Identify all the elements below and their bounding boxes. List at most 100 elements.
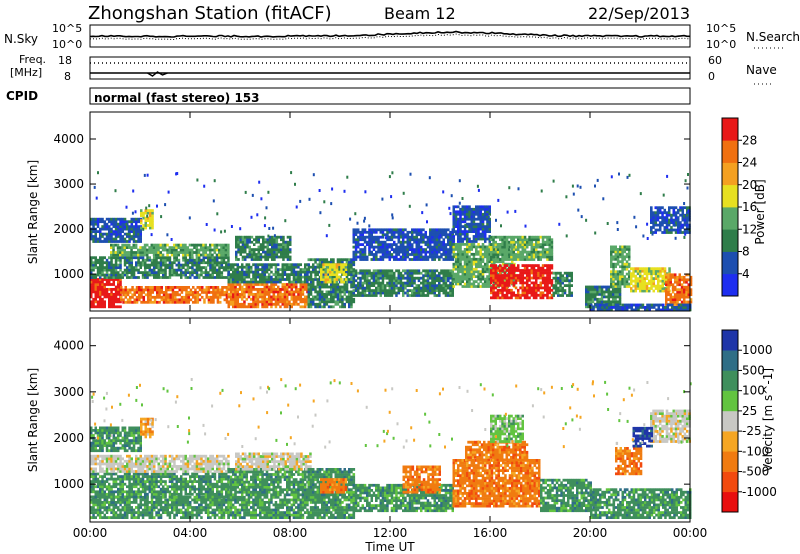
power-cell [257,298,260,301]
power-cell [295,286,298,289]
power-cell [418,277,421,280]
power-cell [425,289,428,292]
power-cell [122,218,125,221]
power-cell [237,246,240,249]
power-cell [344,303,347,306]
power-cell [471,208,474,211]
power-cell [264,305,267,308]
power-cell [280,253,283,256]
power-cell [475,223,478,226]
power-cell [261,305,264,308]
power-cell [524,258,527,261]
power-cell [343,273,346,276]
power-cell [368,241,371,244]
power-cell [117,283,120,286]
power-cell [97,259,100,262]
power-cell [443,277,446,280]
power-cell [180,264,183,267]
power-cell [335,283,338,286]
power-cell [380,241,383,244]
power-cell [411,248,414,251]
power-cell [564,272,567,275]
power-cell [158,296,161,299]
power-cell [295,276,298,279]
power-cell [639,267,642,270]
power-cell [235,251,238,254]
power-cell [480,246,483,249]
power-cell [429,282,432,285]
power-cell [517,277,520,280]
power-cell [308,276,311,279]
power-cell [255,288,258,291]
power-cell [619,285,622,288]
power-cell [135,225,138,228]
power-cell [499,282,502,285]
power-cell [422,248,425,251]
power-cell [185,264,188,267]
power-cell [122,225,125,228]
power-cell [377,241,380,244]
power-cell [97,288,100,291]
power-cell [334,266,337,269]
power-cell [115,291,118,294]
power-cell [271,251,274,254]
power-cell [475,280,478,283]
power-cell [457,213,460,216]
power-cell [284,263,287,266]
power-cell [133,238,136,241]
power-cell [504,264,507,267]
power-cell [140,212,143,215]
power-cell [246,256,249,259]
power-cell [97,271,100,274]
power-cell [340,281,343,284]
power-cell [484,233,487,236]
power-cell [149,222,152,225]
power-cell [119,264,122,267]
power-cell [133,230,136,233]
power-cell [393,287,396,290]
power-cell [497,284,500,287]
power-cell [495,269,498,272]
power-cell [486,260,489,263]
power-cell [466,233,469,236]
power-cell [92,281,95,284]
power-cell [194,298,197,301]
power-cell [178,244,181,247]
power-cell [131,296,134,299]
power-cell [501,279,504,282]
power-cell [239,278,242,281]
power-cell [151,217,154,220]
power-cell [626,278,629,281]
power-cell [255,268,258,271]
power-cell [119,223,122,226]
power-cell [322,278,325,281]
power-cell [257,263,260,266]
power-cell [314,288,317,291]
power-cell [540,277,543,280]
power-cell [133,271,136,274]
power-cell [92,238,95,241]
power-cell [300,268,303,271]
power-cell [95,223,98,226]
power-cell [341,305,344,308]
power-cell [522,258,525,261]
power-cell [395,251,398,254]
power-cell [268,266,271,269]
power-cell [171,246,174,249]
power-cell [475,230,478,233]
power-cell [466,263,469,266]
power-cell [626,268,629,271]
power-cell [160,256,163,259]
power-cell [264,263,267,266]
power-cell [302,293,305,296]
power-cell [395,294,398,297]
power-cell [146,254,149,257]
power-cell [170,286,173,289]
power-cell [282,283,285,286]
power-cell [464,273,467,276]
power-cell [278,243,281,246]
power-cell [187,271,190,274]
power-cell [310,300,313,303]
power-cell [533,238,536,241]
power-cell [617,283,620,286]
